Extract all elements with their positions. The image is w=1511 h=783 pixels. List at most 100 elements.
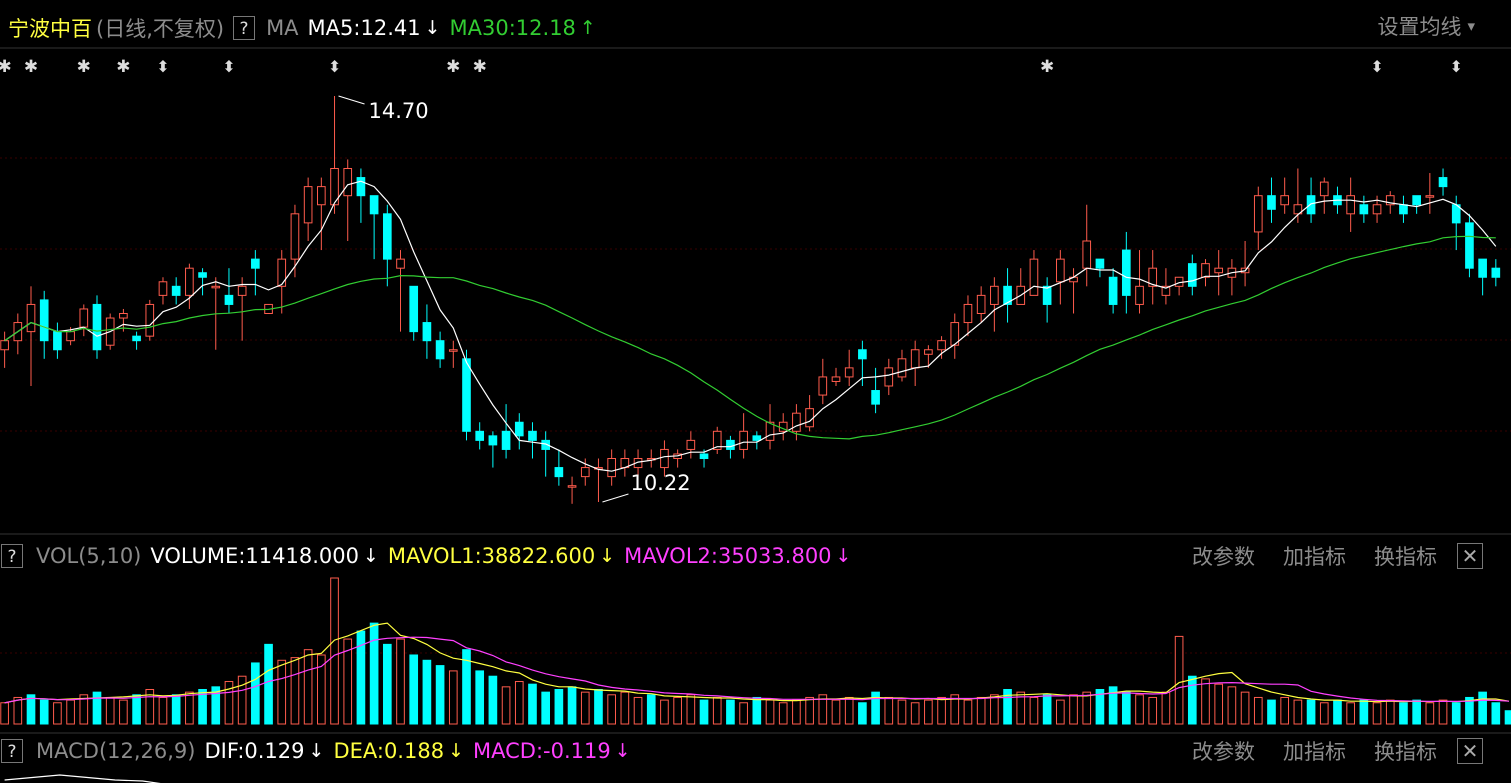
volume-bar (831, 699, 841, 725)
volume-bar (317, 654, 326, 725)
candle-body (976, 294, 986, 314)
candle-body (1425, 195, 1435, 198)
volume-switch-indicator-button[interactable]: 换指标 (1374, 545, 1437, 569)
candle-body (1438, 177, 1448, 188)
volume-bar (53, 702, 62, 725)
volume-bar (1108, 686, 1118, 725)
macd-legend: ? MACD(12,26,9) DIF:0.129 ↓ DEA:0.188 ↓ … (0, 737, 640, 765)
volume-indicator-name: VOL(5,10) (36, 544, 142, 568)
volume-bar (910, 702, 920, 725)
candle-body (422, 322, 432, 342)
volume-bar (646, 694, 656, 725)
volume-bar (673, 696, 682, 725)
volume-bars[interactable] (0, 577, 1511, 725)
candle-body (462, 358, 471, 432)
candle-body (1148, 267, 1158, 287)
volume-bar (462, 649, 471, 725)
volume-bar (1016, 691, 1026, 725)
mavol1-line (4, 622, 1510, 704)
volume-trend-arrow-icon: ↓ (362, 545, 379, 567)
volume-bar (448, 670, 458, 725)
candle-body (514, 421, 524, 437)
volume-bar (660, 699, 669, 725)
macd-help-button[interactable]: ? (1, 739, 23, 763)
candle-body (1465, 222, 1474, 269)
volume-help-button[interactable]: ? (1, 544, 23, 568)
volume-bar (435, 665, 445, 725)
candle-body (290, 213, 300, 260)
candlestick-series[interactable] (0, 96, 1501, 504)
volume-bar (1148, 696, 1158, 725)
volume-bar (937, 696, 946, 725)
candle-body (409, 285, 419, 333)
candle-body (488, 435, 498, 446)
candle-body (712, 430, 722, 450)
candle-body (990, 285, 999, 305)
grid-lines (0, 47, 1511, 734)
ma30-trend-arrow-icon: ↑ (579, 17, 596, 39)
candle-body (435, 340, 445, 360)
volume-bar (369, 622, 379, 725)
volume-bar (264, 643, 273, 725)
volume-bar (1095, 688, 1105, 725)
dea-trend-arrow-icon: ↓ (448, 740, 464, 762)
volume-bar (1465, 696, 1474, 725)
mavol2-value: MAVOL2:35033.800 (624, 544, 832, 568)
candle-body (1029, 258, 1039, 296)
dif-trend-arrow-icon: ↓ (308, 740, 325, 762)
volume-add-indicator-button[interactable]: 加指标 (1283, 545, 1346, 569)
candle-body (171, 285, 181, 296)
volume-bar (805, 696, 814, 725)
macd-value: MACD:-0.119 (473, 739, 611, 763)
volume-bar (607, 694, 616, 725)
candle-body (92, 303, 102, 351)
volume-bar (488, 675, 498, 725)
macd-add-indicator-button[interactable]: 加指标 (1283, 740, 1346, 764)
volume-bar (765, 699, 775, 725)
macd-edit-params-button[interactable]: 改参数 (1192, 740, 1255, 764)
volume-close-icon[interactable]: ✕ (1457, 543, 1483, 569)
candle-body (1293, 204, 1303, 215)
volume-bar (1451, 702, 1461, 725)
volume-bar (211, 686, 221, 725)
candle-body (660, 448, 669, 469)
price-help-button[interactable]: ? (233, 16, 256, 40)
macd-close-icon[interactable]: ✕ (1457, 738, 1483, 764)
candle-body (1121, 249, 1131, 296)
ma5-value: MA5:12.41 (307, 16, 421, 40)
candle-body (1359, 204, 1369, 215)
candle-body (369, 195, 379, 215)
event-markers[interactable]: ✱ ✱ ✱ ✱ ✱ ✱ ✱ ⬍ ⬍ ⬍ ⬍ ⬍ (0, 57, 1463, 77)
ma-settings-caret-icon[interactable]: ▾ (1467, 17, 1475, 35)
ma-settings-button[interactable]: 设置均线 (1377, 15, 1462, 39)
candle-body (910, 349, 920, 369)
volume-bar (475, 670, 485, 725)
candle-body (1082, 240, 1092, 269)
candle-body (805, 408, 814, 428)
candle-body (924, 349, 933, 355)
candle-body (1385, 195, 1395, 206)
volume-bar (1029, 696, 1039, 725)
candle-body (765, 421, 775, 441)
ma5-line (4, 180, 1497, 472)
volume-value: VOLUME:11418.000 (150, 544, 359, 568)
volume-edit-params-button[interactable]: 改参数 (1192, 545, 1255, 569)
candle-body (119, 313, 128, 319)
volume-bar (119, 699, 128, 725)
volume-bar (528, 683, 537, 725)
volume-bar (1438, 699, 1448, 725)
moving-average-lines (4, 180, 1497, 472)
macd-switch-indicator-button[interactable]: 换指标 (1374, 740, 1437, 764)
event-diamond-icon: ⬍ (1370, 57, 1383, 76)
volume-bar (726, 699, 735, 725)
low-pointer (602, 493, 629, 503)
volume-bar (580, 691, 590, 725)
candle-body (686, 439, 696, 450)
candle-body (858, 349, 867, 360)
volume-bar (39, 699, 49, 725)
volume-bar (844, 696, 854, 725)
volume-bar (871, 691, 880, 725)
volume-bar (1372, 702, 1382, 725)
candle-body (580, 467, 590, 478)
